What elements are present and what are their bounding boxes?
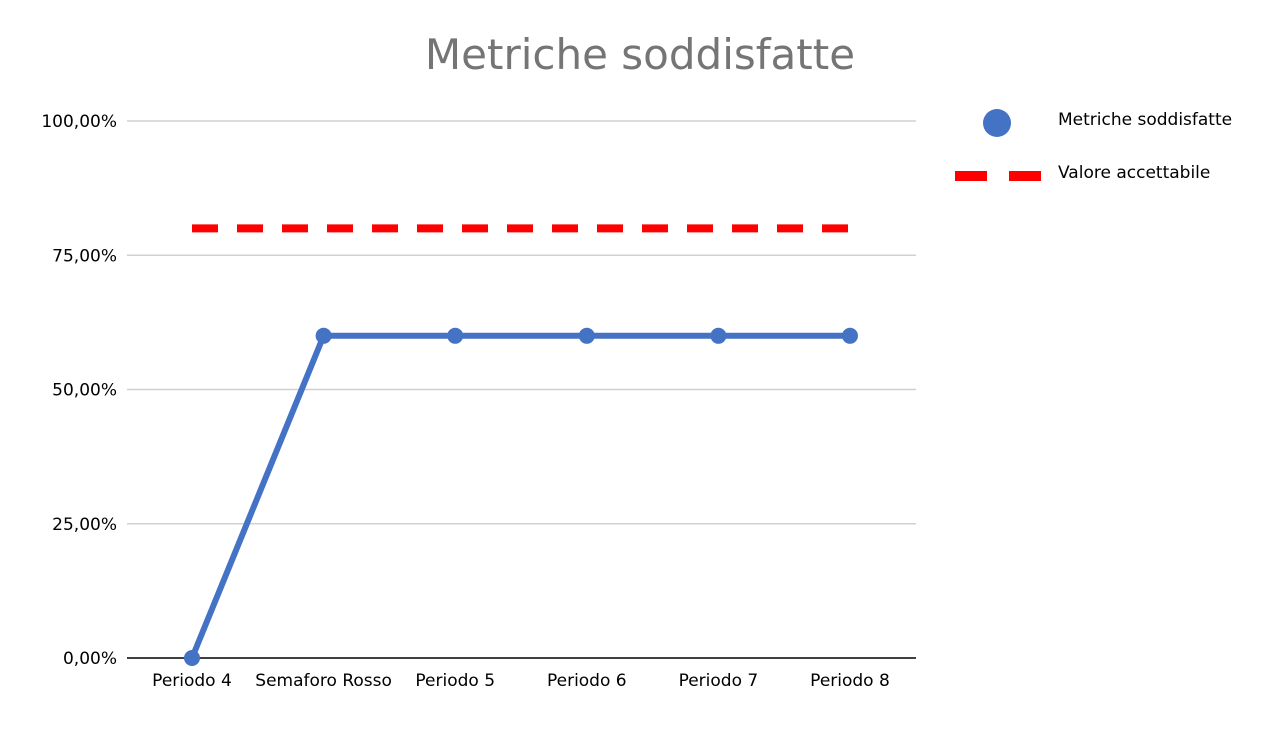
y-tick-label: 0,00% [63,649,117,669]
legend-marker-metriche-soddisfatte [983,109,1011,137]
data-point [447,327,464,344]
legend-label-metriche-soddisfatte: Metriche soddisfatte [1058,110,1232,130]
y-tick-label: 25,00% [52,515,117,535]
data-point [842,327,858,344]
x-tick-label: Periodo 4 [152,671,232,691]
x-tick-label: Periodo 7 [679,671,759,691]
y-tick-label: 50,00% [52,381,117,401]
series-line-metriche-soddisfatte [189,332,850,660]
data-point [315,327,332,344]
chart-title: Metriche soddisfatte [424,30,856,79]
x-tick-label: Semaforo Rosso [255,671,392,691]
data-point [710,327,727,344]
x-tick-label: Periodo 8 [810,671,890,691]
data-point [184,650,200,666]
x-tick-label: Periodo 5 [415,671,495,691]
y-tick-label: 75,00% [52,246,117,266]
y-tick-label: 100,00% [41,112,117,132]
data-point [578,327,595,344]
x-tick-label: Periodo 6 [547,671,627,691]
legend-label-valore-accettabile: Valore accettabile [1058,163,1210,183]
